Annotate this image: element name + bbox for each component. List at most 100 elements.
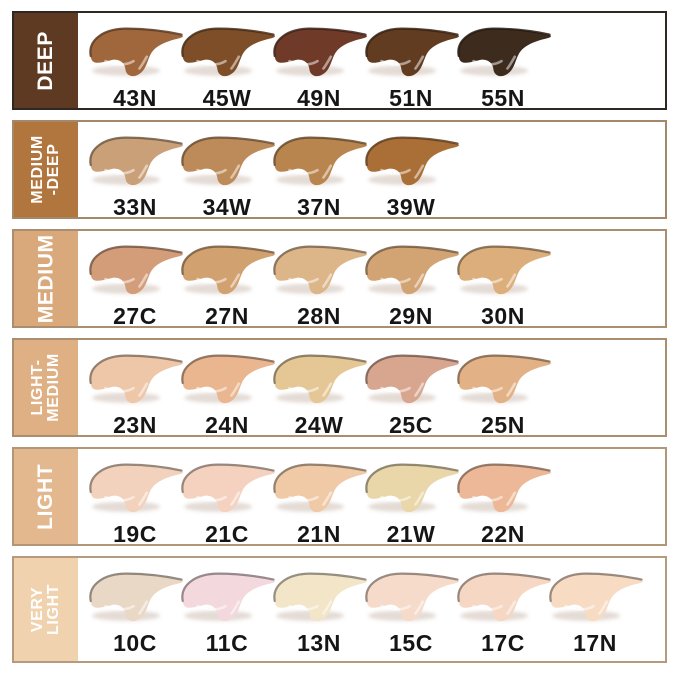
shade-swatch: 19C bbox=[89, 458, 183, 544]
foundation-smear-icon bbox=[457, 463, 551, 513]
foundation-smear-icon bbox=[89, 27, 183, 77]
foundation-smear-icon bbox=[273, 354, 367, 404]
swatch-area: 19C 21C 21N 21W 22N bbox=[78, 449, 665, 544]
foundation-smear-icon bbox=[273, 572, 367, 622]
shade-code-label: 27C bbox=[113, 303, 157, 326]
group-label: MEDIUM -DEEP bbox=[14, 122, 78, 217]
swatch-area: 43N 45W 49N 51N 55N bbox=[78, 13, 665, 108]
shade-code-label: 24N bbox=[205, 412, 249, 435]
foundation-smear-icon bbox=[181, 136, 275, 186]
shade-code-label: 11C bbox=[205, 630, 249, 656]
shade-code-label: 23N bbox=[113, 412, 157, 435]
shade-code-label: 21W bbox=[386, 521, 436, 544]
shade-code-label: 10C bbox=[113, 630, 157, 656]
shade-swatch: 45W bbox=[181, 22, 275, 108]
shade-swatch: 24N bbox=[181, 349, 275, 435]
foundation-smear-icon bbox=[365, 136, 459, 186]
foundation-smear-icon bbox=[273, 463, 367, 513]
shade-swatch: 55N bbox=[457, 22, 551, 108]
foundation-smear-icon bbox=[181, 463, 275, 513]
shade-code-label: 43N bbox=[113, 85, 157, 108]
shade-code-label: 15C bbox=[389, 630, 433, 656]
foundation-smear-icon bbox=[457, 354, 551, 404]
group-label-line: LIGHT- bbox=[28, 359, 46, 416]
shade-swatch: 17N bbox=[549, 567, 643, 657]
shade-swatch: 30N bbox=[457, 240, 551, 326]
shade-chart: DEEP 43N 45W 49N 51N 55N MEDIUM -DEEP 33N 34W 37N 3… bbox=[12, 11, 667, 663]
shade-swatch: 43N bbox=[89, 22, 183, 108]
foundation-smear-icon bbox=[273, 136, 367, 186]
group-label-line: -DEEP bbox=[45, 143, 63, 196]
shade-row: DEEP 43N 45W 49N 51N 55N bbox=[12, 11, 667, 110]
shade-code-label: 25N bbox=[481, 412, 525, 435]
group-label-text: DEEP bbox=[34, 30, 58, 91]
group-label-text: MEDIUM bbox=[34, 234, 58, 323]
shade-code-label: 29N bbox=[389, 303, 433, 326]
shade-code-label: 17C bbox=[481, 630, 525, 656]
swatch-area: 10C 11C 13N 15C 17C 17N bbox=[78, 558, 665, 661]
shade-swatch: 49N bbox=[273, 22, 367, 108]
shade-swatch: 24W bbox=[273, 349, 367, 435]
group-label-line: VERY bbox=[28, 586, 46, 633]
group-label: VERY LIGHT bbox=[14, 558, 78, 661]
group-label: LIGHT bbox=[14, 449, 78, 544]
shade-code-label: 37N bbox=[297, 194, 341, 217]
shade-swatch: 29N bbox=[365, 240, 459, 326]
shade-swatch: 22N bbox=[457, 458, 551, 544]
shade-code-label: 19C bbox=[113, 521, 157, 544]
shade-swatch: 21N bbox=[273, 458, 367, 544]
group-label-text: LIGHT bbox=[34, 463, 58, 530]
foundation-smear-icon bbox=[89, 354, 183, 404]
shade-code-label: 22N bbox=[481, 521, 525, 544]
shade-swatch: 33N bbox=[89, 131, 183, 217]
shade-code-label: 17N bbox=[573, 630, 617, 656]
group-label-text: VERY LIGHT bbox=[28, 584, 63, 635]
shade-code-label: 13N bbox=[297, 630, 341, 656]
shade-swatch: 27C bbox=[89, 240, 183, 326]
shade-swatch: 23N bbox=[89, 349, 183, 435]
shade-swatch: 13N bbox=[273, 567, 367, 657]
shade-row: LIGHT 19C 21C 21N 21W 22N bbox=[12, 447, 667, 546]
group-label-text: LIGHT- MEDIUM bbox=[28, 353, 63, 422]
shade-code-label: 34W bbox=[202, 194, 252, 217]
shade-code-label: 24W bbox=[294, 412, 344, 435]
group-label-line: LIGHT bbox=[34, 463, 58, 530]
group-label: MEDIUM bbox=[14, 231, 78, 326]
shade-code-label: 21C bbox=[205, 521, 249, 544]
foundation-smear-icon bbox=[457, 572, 551, 622]
group-label-line: MEDIUM bbox=[28, 135, 46, 204]
shade-swatch: 51N bbox=[365, 22, 459, 108]
shade-code-label: 51N bbox=[389, 85, 433, 108]
shade-code-label: 49N bbox=[297, 85, 341, 108]
group-label: DEEP bbox=[14, 13, 78, 108]
shade-swatch: 15C bbox=[365, 567, 459, 657]
shade-swatch: 27N bbox=[181, 240, 275, 326]
shade-code-label: 30N bbox=[481, 303, 525, 326]
shade-swatch: 21C bbox=[181, 458, 275, 544]
foundation-smear-icon bbox=[89, 572, 183, 622]
foundation-smear-icon bbox=[365, 463, 459, 513]
group-label-line: MEDIUM bbox=[34, 234, 58, 323]
shade-code-label: 21N bbox=[297, 521, 341, 544]
group-label: LIGHT- MEDIUM bbox=[14, 340, 78, 435]
swatch-area: 27C 27N 28N 29N 30N bbox=[78, 231, 665, 326]
foundation-smear-icon bbox=[181, 245, 275, 295]
foundation-smear-icon bbox=[457, 27, 551, 77]
foundation-smear-icon bbox=[273, 27, 367, 77]
shade-code-label: 39W bbox=[386, 194, 436, 217]
shade-code-label: 25C bbox=[389, 412, 433, 435]
foundation-smear-icon bbox=[181, 572, 275, 622]
foundation-smear-icon bbox=[549, 572, 643, 622]
shade-swatch: 11C bbox=[181, 567, 275, 657]
foundation-smear-icon bbox=[365, 354, 459, 404]
foundation-smear-icon bbox=[365, 27, 459, 77]
group-label-text: MEDIUM -DEEP bbox=[28, 135, 63, 204]
foundation-smear-icon bbox=[181, 27, 275, 77]
group-label-line: LIGHT bbox=[45, 584, 62, 635]
shade-code-label: 55N bbox=[481, 85, 525, 108]
group-label-line: DEEP bbox=[34, 30, 58, 91]
foundation-smear-icon bbox=[273, 245, 367, 295]
foundation-smear-icon bbox=[181, 354, 275, 404]
shade-swatch: 21W bbox=[365, 458, 459, 544]
group-label-line: MEDIUM bbox=[45, 353, 63, 422]
